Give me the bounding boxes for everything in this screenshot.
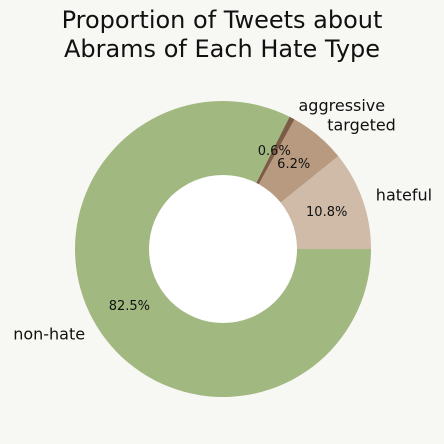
pct-label-aggressive: 0.6% — [258, 144, 291, 159]
slice-label-hateful: hateful — [376, 186, 432, 205]
chart-title-line-2: Abrams of Each Hate Type — [64, 35, 380, 63]
pct-label-hateful: 10.8% — [306, 205, 347, 220]
slice-label-targeted: targeted — [327, 115, 396, 134]
slice-labels: 10.8% hateful 6.2% targeted 0.6% aggressive 82… — [13, 96, 432, 343]
pct-label-non-hate: 82.5% — [109, 299, 150, 314]
pct-label-targeted: 6.2% — [277, 157, 310, 172]
chart-title-line-1: Proportion of Tweets about — [62, 6, 383, 34]
slice-label-aggressive: aggressive — [299, 96, 386, 115]
donut-hole — [149, 175, 297, 323]
slice-label-non-hate: non-hate — [13, 325, 85, 344]
